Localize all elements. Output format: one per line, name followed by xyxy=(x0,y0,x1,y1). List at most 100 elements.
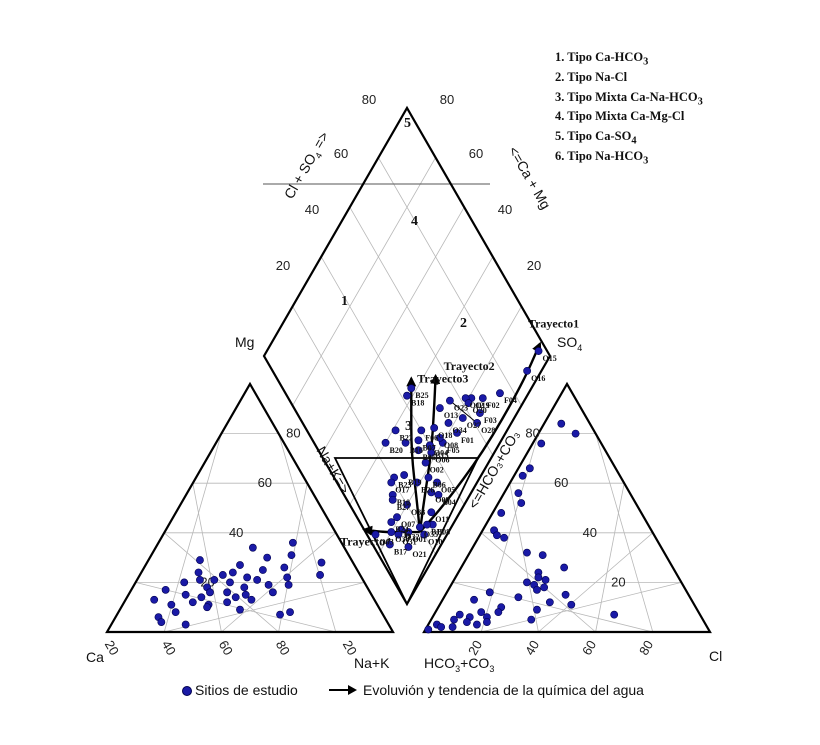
point-code-label: B16 xyxy=(410,446,423,455)
grid-line xyxy=(278,433,337,633)
diamond-sample-point xyxy=(445,396,454,405)
point-code-label: O05 xyxy=(441,485,455,494)
nak-axis-label: Na+K xyxy=(354,655,390,671)
diamond-sample-point xyxy=(391,426,400,435)
cation-sample-point xyxy=(236,605,244,614)
anion-sample-point xyxy=(483,618,491,626)
type-legend-text: 5. Tipo Ca-SO xyxy=(555,129,632,144)
type-legend-sub: 4 xyxy=(631,135,637,147)
co3-axis-text: +CO xyxy=(460,655,489,671)
trajectory-1-label: Trayecto1 xyxy=(528,317,579,331)
ca-tick-label: 60 xyxy=(216,638,236,658)
anion-sample-point xyxy=(424,625,433,634)
zone-6-label: 6 xyxy=(404,528,411,543)
anion-sample-point xyxy=(493,531,501,540)
bottom-legend: Sitios de estudio Evoluvión y tendencia … xyxy=(0,677,820,703)
grid-line xyxy=(538,532,654,633)
diamond-sample-point xyxy=(415,523,424,532)
cation-sample-point xyxy=(171,608,180,617)
point-code-label: B15 xyxy=(435,451,448,460)
anion-sample-point xyxy=(517,499,526,507)
point-code-label: B12 xyxy=(431,528,444,537)
diamond-sample-point xyxy=(523,366,532,375)
diamond-sample-point xyxy=(423,520,431,529)
ca-mg-tick-label: 20 xyxy=(527,258,541,273)
cation-sample-point xyxy=(196,556,204,564)
anion-sample-point xyxy=(538,551,547,560)
cation-sample-point xyxy=(218,571,227,579)
diamond-sample-point xyxy=(388,495,397,504)
point-code-label: B05 xyxy=(422,453,435,462)
anion-sample-point xyxy=(571,429,580,438)
zone-5-label: 5 xyxy=(404,116,411,131)
point-code-label: O30 xyxy=(395,535,409,544)
ca-axis-label: Ca xyxy=(86,649,104,665)
cation-sample-point xyxy=(228,568,237,577)
diamond-sample-point xyxy=(371,530,380,539)
point-code-label: O20 xyxy=(472,406,486,415)
point-code-label: F03 xyxy=(484,416,497,425)
diamond-sample-point xyxy=(404,528,413,536)
diamond-sample-point xyxy=(414,436,423,445)
anion-sample-point xyxy=(473,620,481,629)
hco3-axis-text: HCO xyxy=(424,655,455,671)
anion-sample-point xyxy=(610,610,619,619)
mg-tick-label: 80 xyxy=(286,426,300,441)
so4-tick-label: 60 xyxy=(554,475,568,490)
zone-4-label: 4 xyxy=(411,214,418,229)
anion-sample-point xyxy=(560,563,569,572)
anion-sample-point xyxy=(533,605,541,614)
cl-so4-arrow: => xyxy=(308,129,332,155)
trajectory-4-label: Trayecto4 xyxy=(340,535,391,549)
type-legend-text: 6. Tipo Na-HCO xyxy=(555,148,644,163)
point-code-label: B17 xyxy=(394,547,407,556)
point-code-label: O21 xyxy=(412,550,426,559)
type-legend-item-2: 2. Tipo Na-Cl xyxy=(555,68,703,88)
cl-so4-tick-label: 80 xyxy=(362,92,376,107)
diamond-sample-point xyxy=(417,426,426,435)
anion-sample-point xyxy=(533,585,541,594)
grid-line xyxy=(480,532,596,633)
diamond-sample-point xyxy=(394,530,403,539)
so4-tick-label: 40 xyxy=(583,525,597,540)
diamond-sample-point xyxy=(478,394,487,403)
diamond-sample-point xyxy=(407,384,416,393)
cation-sample-point xyxy=(247,595,256,604)
ca-mg-tick-label: 80 xyxy=(440,92,454,107)
anion-sample-point xyxy=(500,533,508,542)
cation-sample-point xyxy=(161,585,170,594)
cl-tick-label: 60 xyxy=(579,638,599,658)
cl-so4-sub: 4 xyxy=(313,151,324,160)
cation-sample-point xyxy=(223,598,232,607)
cl-axis-label: Cl xyxy=(709,648,722,664)
point-code-label: O31 xyxy=(402,538,416,547)
type-legend-sub: 3 xyxy=(697,96,703,108)
zone-1-label: 1 xyxy=(341,294,348,309)
anion-sample-point xyxy=(485,588,494,597)
diamond-sample-point xyxy=(425,441,434,450)
diamond-sample-point xyxy=(403,500,411,509)
cation-sample-point xyxy=(203,603,211,612)
point-code-label: O02 xyxy=(430,466,444,475)
cation-sample-point xyxy=(258,566,267,574)
grid-line xyxy=(164,582,365,633)
cation-sample-point xyxy=(317,558,326,567)
grid-line xyxy=(595,433,654,633)
cation-sample-point xyxy=(241,590,250,599)
diamond-sample-point xyxy=(413,478,421,487)
grid-line xyxy=(349,207,494,456)
cation-sample-point xyxy=(240,583,249,592)
anion-sample-point xyxy=(561,590,570,599)
point-code-label: O27 xyxy=(467,421,481,430)
so4-axis-sub: 4 xyxy=(577,343,582,353)
cation-sample-point xyxy=(248,543,257,552)
point-code-label: B26 xyxy=(421,485,434,494)
ca-mg-axis-label: <=Ca + Mg xyxy=(505,144,554,212)
diamond-sample-point xyxy=(473,419,481,427)
anion-sample-point xyxy=(537,439,546,448)
diamond-sample-point xyxy=(427,448,436,457)
grid-line xyxy=(292,157,436,406)
point-code-label: B19 xyxy=(408,478,421,487)
grid-line xyxy=(378,306,522,555)
